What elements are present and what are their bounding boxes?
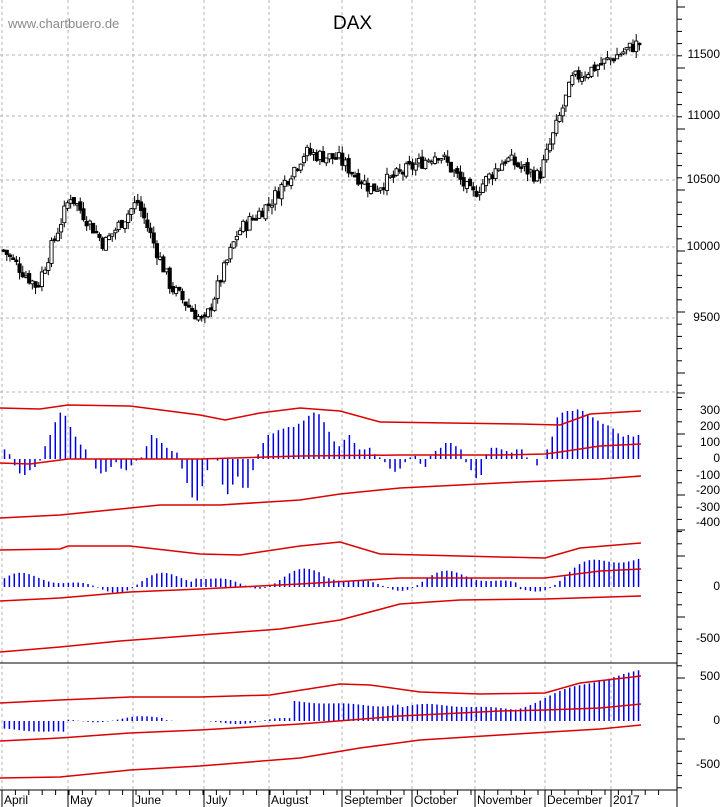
oscillator-3-panel <box>0 670 642 779</box>
x-tick-label: November <box>477 793 533 807</box>
x-tick-label: April <box>4 793 29 807</box>
y-tick-label: -100 <box>695 468 720 482</box>
watermark: www.chartbuero.de <box>8 16 120 31</box>
x-tick-label: July <box>206 793 228 807</box>
y-tick-label: 100 <box>699 435 720 449</box>
y-tick-label: 10500 <box>686 172 720 186</box>
chart-title: DAX <box>333 13 373 34</box>
x-tick-label: August <box>271 793 309 807</box>
y-tick-label: 500 <box>699 669 720 683</box>
y-tick-label: 11500 <box>687 47 720 61</box>
y-tick-label: 9500 <box>693 310 720 324</box>
y-tick-label: 0 <box>713 451 720 465</box>
y-tick-label: 11000 <box>687 108 720 122</box>
y-tick-label: 0 <box>713 713 720 727</box>
oscillator-1-panel <box>0 404 642 519</box>
y-tick-label: -300 <box>695 500 720 514</box>
y-tick-label: -500 <box>695 631 720 645</box>
price-candles <box>1 34 642 324</box>
y-tick-label: 10000 <box>686 239 720 253</box>
y-tick-label: -400 <box>695 515 720 529</box>
gridlines <box>0 0 677 790</box>
y-tick-label: 300 <box>699 403 720 417</box>
x-tick-label: 2017 <box>613 793 640 807</box>
oscillator-2-panel <box>0 541 642 653</box>
x-tick-label: October <box>414 793 457 807</box>
x-tick-label: June <box>135 793 162 807</box>
y-tick-label: -500 <box>695 757 720 771</box>
y-tick-label: -200 <box>695 483 720 497</box>
x-tick-label: September <box>344 793 403 807</box>
y-tick-label: 0 <box>713 579 720 593</box>
x-tick-label: December <box>547 793 603 807</box>
x-tick-label: May <box>70 793 93 807</box>
y-tick-label: 200 <box>699 419 720 433</box>
axes <box>0 0 685 807</box>
